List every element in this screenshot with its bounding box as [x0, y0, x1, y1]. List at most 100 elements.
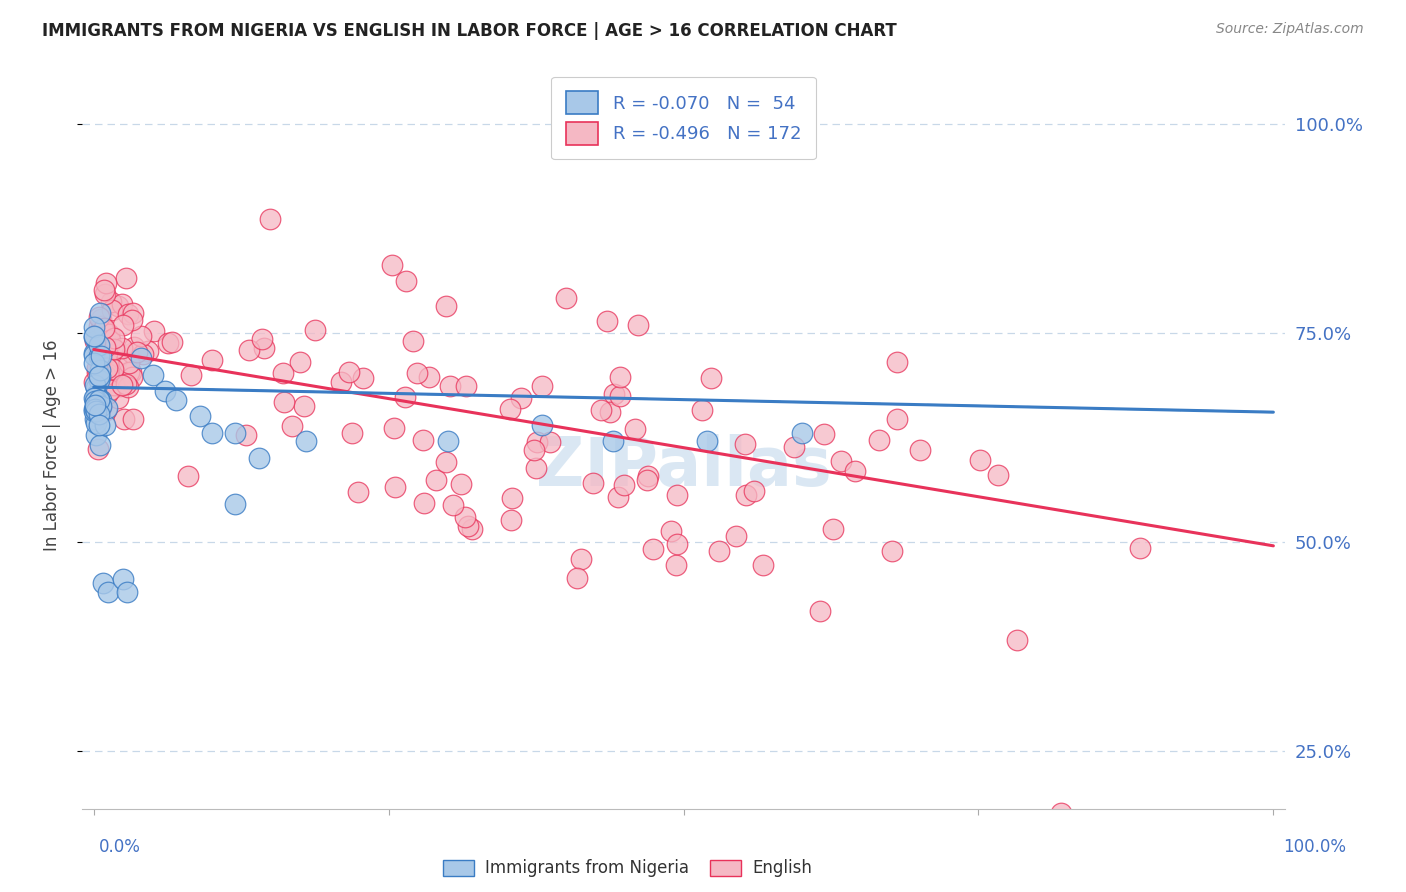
Point [86, 360, 108, 375]
Point [100, 334, 122, 348]
Point [290, 355, 312, 369]
Point [457, 519, 479, 533]
Point [538, 434, 561, 449]
Point [120, 365, 142, 379]
Point [90, 399, 112, 413]
Point [84, 416, 107, 430]
Point [790, 425, 813, 440]
Point [121, 305, 143, 319]
Point [84, 404, 107, 418]
Text: English: English [752, 859, 813, 877]
Point [342, 426, 364, 441]
Point [253, 341, 276, 355]
Point [165, 392, 187, 407]
Text: Immigrants from Nigeria: Immigrants from Nigeria [485, 859, 689, 877]
Point [259, 211, 281, 226]
Point [395, 274, 418, 288]
Point [87, 393, 110, 408]
Point [86, 396, 108, 410]
Point [111, 297, 134, 311]
Point [665, 558, 688, 572]
Point [114, 377, 136, 392]
Point [201, 352, 224, 367]
Point [87, 339, 110, 353]
Point [121, 346, 143, 360]
Point [160, 335, 183, 350]
Point [603, 387, 626, 401]
Point [609, 370, 631, 384]
Point [224, 497, 246, 511]
Point [734, 437, 756, 451]
Point [235, 427, 257, 442]
Point [783, 440, 806, 454]
Point [94, 365, 117, 379]
Text: ZIPallas: ZIPallas [536, 434, 831, 500]
Point [96, 276, 118, 290]
Point [461, 522, 484, 536]
Point [98, 384, 121, 398]
Point [132, 347, 155, 361]
Point [813, 427, 835, 442]
Point [666, 488, 689, 502]
Point [84, 412, 107, 426]
Point [86, 365, 108, 379]
Point [93, 340, 115, 354]
Point [87, 310, 110, 324]
Point [595, 314, 617, 328]
Point [97, 343, 120, 357]
Point [177, 468, 200, 483]
Point [91, 347, 114, 361]
Point [599, 405, 621, 419]
Text: Source: ZipAtlas.com: Source: ZipAtlas.com [1216, 22, 1364, 37]
Point [84, 388, 107, 402]
Point [142, 368, 165, 382]
Point [87, 374, 110, 388]
Point [83, 391, 105, 405]
Point [509, 392, 531, 406]
Point [83, 375, 105, 389]
Legend: R = -0.070   N =  54, R = -0.496   N = 172: R = -0.070 N = 54, R = -0.496 N = 172 [551, 77, 815, 159]
Point [87, 349, 110, 363]
Point [97, 338, 120, 352]
Point [90, 400, 112, 414]
Point [1128, 541, 1150, 556]
Point [104, 355, 127, 369]
Point [93, 320, 115, 334]
Point [94, 326, 117, 341]
Point [808, 604, 831, 618]
Point [582, 476, 605, 491]
Point [412, 434, 434, 448]
Point [111, 341, 134, 355]
Point [413, 496, 436, 510]
Point [142, 324, 165, 338]
Point [707, 544, 730, 558]
Point [103, 342, 125, 356]
Point [868, 433, 890, 447]
Point [107, 391, 129, 405]
Point [87, 339, 110, 353]
Point [405, 366, 427, 380]
Point [381, 258, 404, 272]
Text: IMMIGRANTS FROM NIGERIA VS ENGLISH IN LABOR FORCE | AGE > 16 CORRELATION CHART: IMMIGRANTS FROM NIGERIA VS ENGLISH IN LA… [42, 22, 897, 40]
Point [89, 306, 111, 320]
Point [112, 412, 135, 426]
Point [224, 425, 246, 440]
Point [665, 537, 688, 551]
Point [1050, 806, 1073, 821]
Point [157, 335, 180, 350]
Point [87, 392, 110, 407]
Point [84, 334, 107, 349]
Point [725, 529, 748, 543]
Point [454, 510, 477, 524]
Point [352, 371, 374, 385]
Point [84, 398, 107, 412]
Point [87, 407, 110, 421]
Point [101, 303, 124, 318]
Point [122, 340, 145, 354]
Point [522, 443, 544, 458]
Point [90, 318, 112, 333]
Point [84, 427, 107, 442]
Point [382, 421, 405, 435]
Point [103, 331, 125, 345]
Point [129, 329, 152, 343]
